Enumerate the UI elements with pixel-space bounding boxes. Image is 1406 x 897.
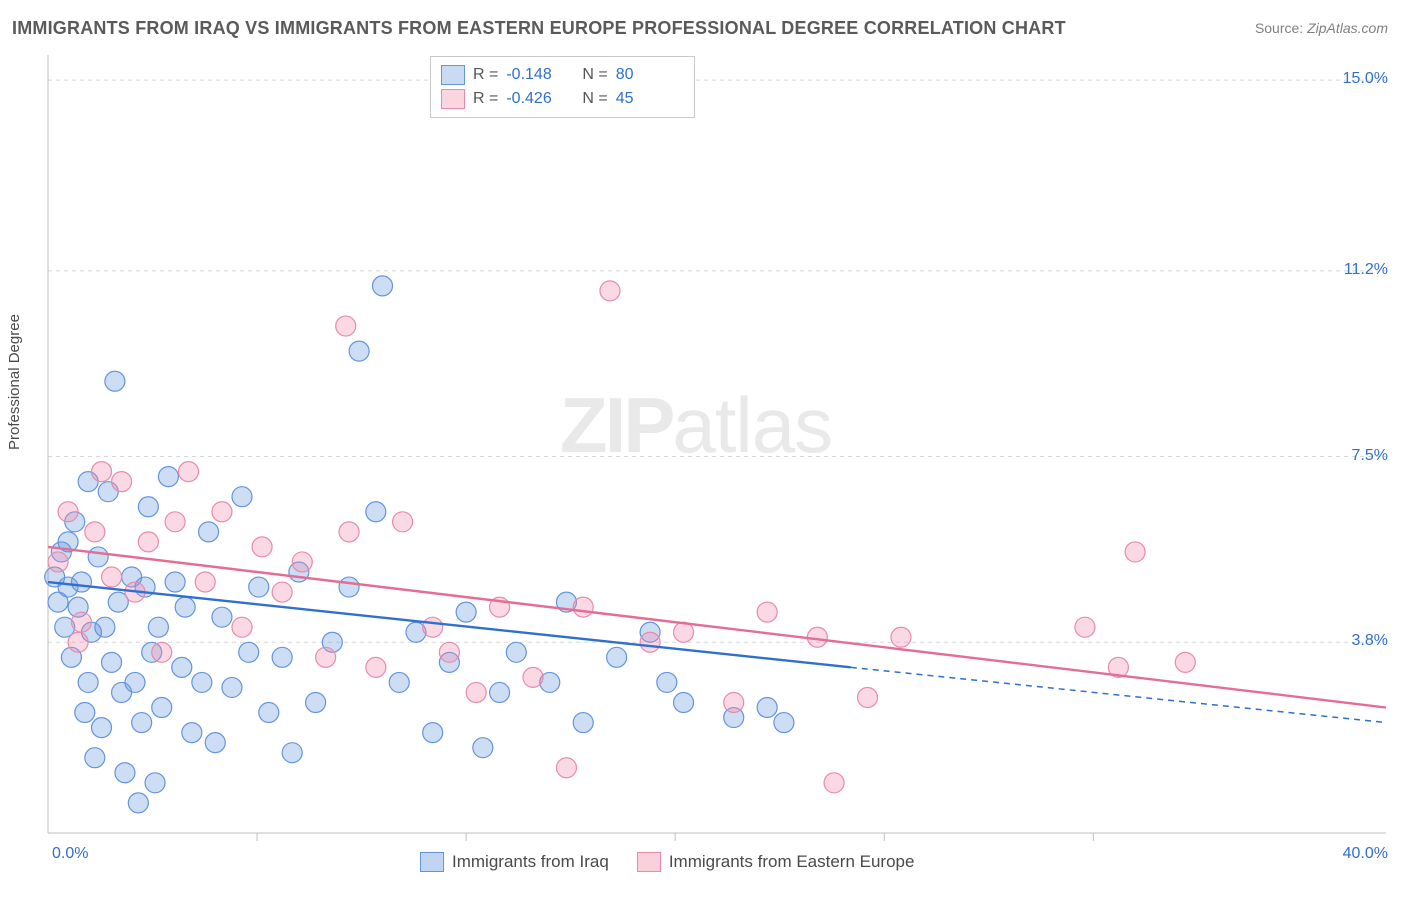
correlation-legend: R = -0.148 N = 80 R = -0.426 N = 45 (430, 56, 695, 118)
legend-row-eastern-europe: R = -0.426 N = 45 (441, 87, 684, 111)
y-tick-label: 7.5% (1352, 447, 1388, 465)
swatch-icon (441, 89, 465, 109)
r-label: R = (473, 63, 498, 87)
y-tick-label: 11.2% (1344, 261, 1388, 279)
r-value: -0.148 (506, 63, 574, 87)
r-label: R = (473, 87, 498, 111)
legend-label: Immigrants from Iraq (452, 852, 609, 872)
n-value: 80 (616, 63, 684, 87)
legend-item-eastern-europe: Immigrants from Eastern Europe (637, 852, 915, 872)
legend-label: Immigrants from Eastern Europe (669, 852, 915, 872)
r-value: -0.426 (506, 87, 574, 111)
n-label: N = (582, 63, 607, 87)
n-value: 45 (616, 87, 684, 111)
swatch-icon (420, 852, 444, 872)
x-tick-label: 40.0% (1343, 845, 1388, 863)
legend-item-iraq: Immigrants from Iraq (420, 852, 609, 872)
series-legend: Immigrants from Iraq Immigrants from Eas… (420, 852, 914, 872)
chart-area (0, 0, 1406, 892)
swatch-icon (441, 65, 465, 85)
n-label: N = (582, 87, 607, 111)
scatter-chart-svg (0, 0, 1406, 892)
x-tick-label: 0.0% (52, 845, 88, 863)
swatch-icon (637, 852, 661, 872)
y-tick-label: 3.8% (1352, 632, 1388, 650)
y-tick-label: 15.0% (1343, 70, 1388, 88)
legend-row-iraq: R = -0.148 N = 80 (441, 63, 684, 87)
